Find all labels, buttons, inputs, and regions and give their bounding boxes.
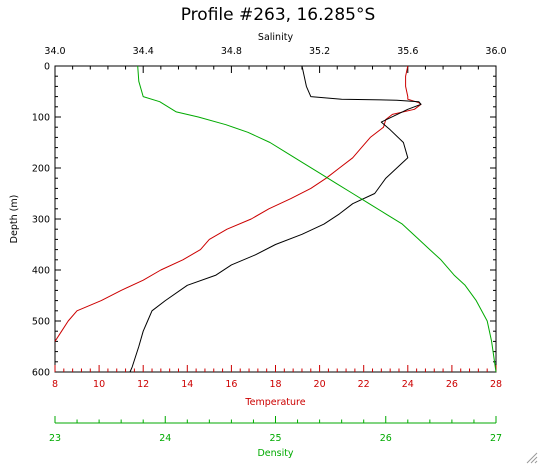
salinity-axis-label: Salinity: [258, 32, 294, 43]
depth-tick-label: 600: [32, 368, 50, 379]
temperature-tick-label: 18: [269, 379, 281, 390]
density-tick-label: 24: [159, 433, 171, 444]
depth-tick-label: 0: [44, 62, 50, 73]
temperature-profile-line: [54, 65, 422, 342]
salinity-tick-label: 35.2: [309, 46, 330, 57]
temperature-tick-label: 12: [137, 379, 149, 390]
temperature-tick-label: 20: [314, 379, 326, 390]
temperature-tick-label: 10: [93, 379, 105, 390]
salinity-tick-label: 34.4: [133, 46, 154, 57]
salinity-tick-label: 34.8: [221, 46, 242, 57]
salinity-profile-line: [129, 65, 422, 373]
depth-tick-label: 500: [32, 317, 50, 328]
density-tick-label: 23: [49, 433, 61, 444]
density-axis-label: Density: [257, 448, 293, 459]
density-tick-label: 26: [380, 433, 392, 444]
temperature-tick-label: 22: [358, 379, 370, 390]
temperature-tick-label: 24: [402, 379, 414, 390]
temperature-tick-label: 26: [446, 379, 458, 390]
salinity-tick-label: 35.6: [397, 46, 418, 57]
depth-tick-label: 400: [32, 266, 50, 277]
density-tick-label: 27: [490, 433, 502, 444]
depth-tick-label: 200: [32, 164, 50, 175]
depth-tick-label: 100: [32, 113, 50, 124]
density-tick-label: 25: [269, 433, 281, 444]
chart-title: Profile #263, 16.285°S: [181, 5, 376, 25]
depth-tick-label: 300: [32, 215, 50, 226]
density-profile-line: [137, 65, 497, 373]
plot-frame: [54, 65, 497, 373]
temperature-tick-label: 8: [52, 379, 58, 390]
depth-axis-label: Depth (m): [9, 195, 20, 244]
salinity-tick-label: 34.0: [44, 46, 65, 57]
temperature-axis-label: Temperature: [244, 397, 305, 408]
temperature-tick-label: 14: [181, 379, 193, 390]
temperature-tick-label: 28: [490, 379, 502, 390]
salinity-tick-label: 36.0: [485, 46, 506, 57]
resize-grip-icon[interactable]: [526, 452, 538, 464]
temperature-tick-label: 16: [225, 379, 237, 390]
